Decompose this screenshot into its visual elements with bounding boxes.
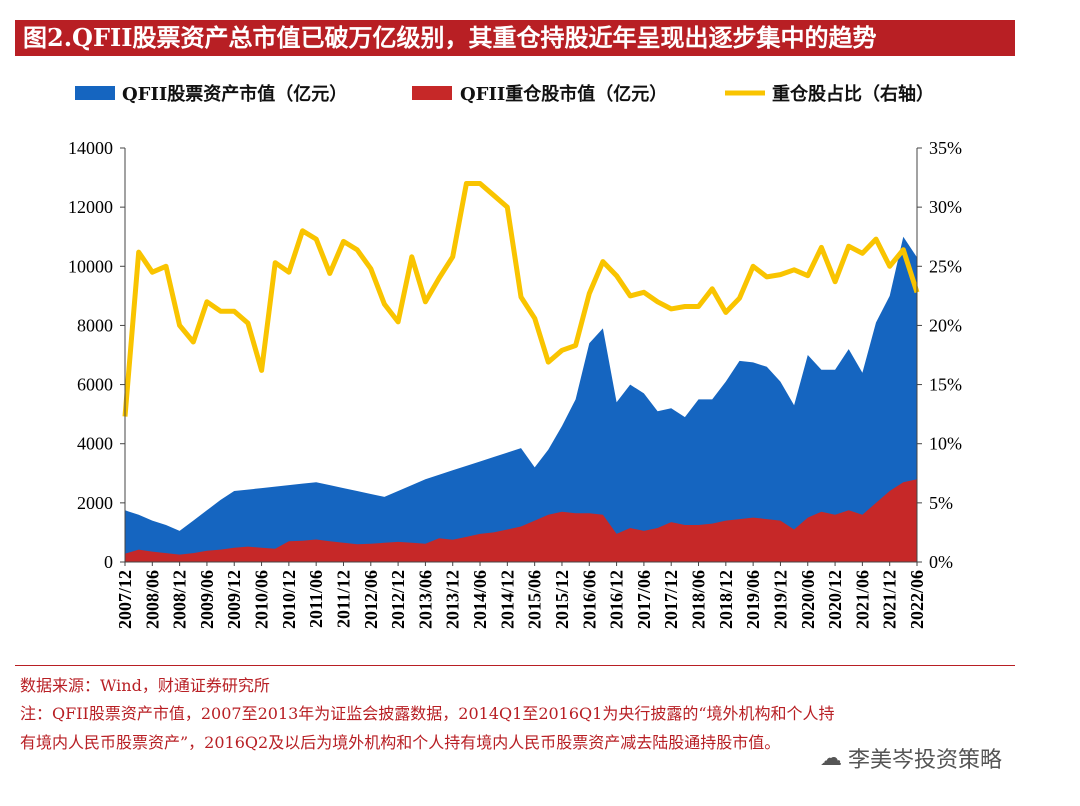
x-tick-label: 2021/06 xyxy=(852,570,872,629)
legend-swatch-blue xyxy=(75,86,115,100)
x-tick-label: 2008/12 xyxy=(170,570,190,629)
x-tick-label: 2013/06 xyxy=(415,570,435,629)
x-tick-label: 2019/06 xyxy=(743,570,763,629)
y-right-tick-label: 10% xyxy=(929,434,962,454)
y-left-tick-label: 12000 xyxy=(68,197,113,217)
y-left-tick-label: 8000 xyxy=(77,315,113,335)
y-right-tick-label: 5% xyxy=(929,493,953,513)
legend-swatch-red xyxy=(412,86,452,100)
legend-label-qfii-heavy: QFII重仓股市值（亿元） xyxy=(460,83,667,105)
y-right-tick-label: 20% xyxy=(929,315,962,335)
y-left-tick-label: 2000 xyxy=(77,493,113,513)
watermark-text: 李美岑投资策略 xyxy=(848,748,1003,773)
y-left-tick-label: 10000 xyxy=(68,256,113,276)
x-tick-label: 2017/12 xyxy=(661,570,681,629)
y-right-tick-label: 15% xyxy=(929,375,962,395)
y-right-tick-label: 0% xyxy=(929,552,953,572)
x-tick-label: 2009/06 xyxy=(197,570,217,629)
y-right-tick-label: 35% xyxy=(929,138,962,158)
x-tick-label: 2010/06 xyxy=(252,570,272,629)
x-tick-label: 2010/12 xyxy=(279,570,299,629)
x-tick-label: 2021/12 xyxy=(880,570,900,629)
x-tick-label: 2017/06 xyxy=(634,570,654,629)
source-note: 数据来源：Wind，财通证券研究所 xyxy=(20,676,270,695)
wechat-icon: ☁ xyxy=(820,745,842,771)
y-right-tick-label: 30% xyxy=(929,197,962,217)
watermark: ☁ 李美岑投资策略 xyxy=(820,742,1002,774)
line-series-ratio xyxy=(122,181,920,417)
x-tick-label: 2019/12 xyxy=(770,570,790,629)
x-tick-label: 2008/06 xyxy=(142,570,162,629)
x-tick-label: 2018/12 xyxy=(716,570,736,629)
x-tick-label: 2009/12 xyxy=(224,570,244,629)
x-tick-label: 2016/12 xyxy=(607,570,627,629)
figure-title: 图2.QFII股票资产总市值已破万亿级别，其重仓持股近年呈现出逐步集中的趋势 xyxy=(15,20,1015,56)
footnote-line-2: 有境内人民币股票资产”，2016Q2及以后为境外机构和个人持有境内人民币股票资产… xyxy=(20,733,781,752)
legend: QFII股票资产市值（亿元） QFII重仓股市值（亿元） 重仓股占比（右轴） xyxy=(75,83,934,105)
footnote-line-1: 注：QFII股票资产市值，2007至2013年为证监会披露数据，2014Q1至2… xyxy=(20,704,835,723)
x-tick-label: 2020/12 xyxy=(825,570,845,629)
x-tick-label: 2014/12 xyxy=(497,570,517,629)
x-tick-label: 2015/12 xyxy=(552,570,572,629)
x-tick-label: 2020/06 xyxy=(798,570,818,629)
area-series-qfii-heavy xyxy=(125,479,917,562)
plot-area: 0 2000 4000 6000 8000 10000 12000 14000 0% 5% 10% 1… xyxy=(68,138,962,629)
legend-label-qfii-total: QFII股票资产市值（亿元） xyxy=(122,83,347,105)
x-tick-label: 2013/12 xyxy=(443,570,463,629)
y-left-tick-label: 0 xyxy=(104,552,113,572)
x-tick-label: 2014/06 xyxy=(470,570,490,629)
x-tick-label: 2012/12 xyxy=(388,570,408,629)
chart: QFII股票资产市值（亿元） QFII重仓股市值（亿元） 重仓股占比（右轴） 0… xyxy=(68,83,962,629)
y-left-tick-label: 4000 xyxy=(77,434,113,454)
x-tick-label: 2011/12 xyxy=(333,570,353,628)
divider xyxy=(15,665,1015,666)
x-tick-label: 2015/06 xyxy=(525,570,545,629)
x-tick-label: 2012/06 xyxy=(361,570,381,629)
y-left-tick-label: 6000 xyxy=(77,375,113,395)
x-tick-label: 2022/06 xyxy=(907,570,927,629)
x-tick-label: 2007/12 xyxy=(115,570,135,629)
x-tick-label: 2016/06 xyxy=(579,570,599,629)
area-series-qfii-total xyxy=(125,236,917,562)
legend-label-ratio: 重仓股占比（右轴） xyxy=(772,83,934,105)
y-left-tick-label: 14000 xyxy=(68,138,113,158)
x-tick-label: 2018/06 xyxy=(689,570,709,629)
x-tick-label: 2011/06 xyxy=(306,570,326,628)
y-right-tick-label: 25% xyxy=(929,256,962,276)
